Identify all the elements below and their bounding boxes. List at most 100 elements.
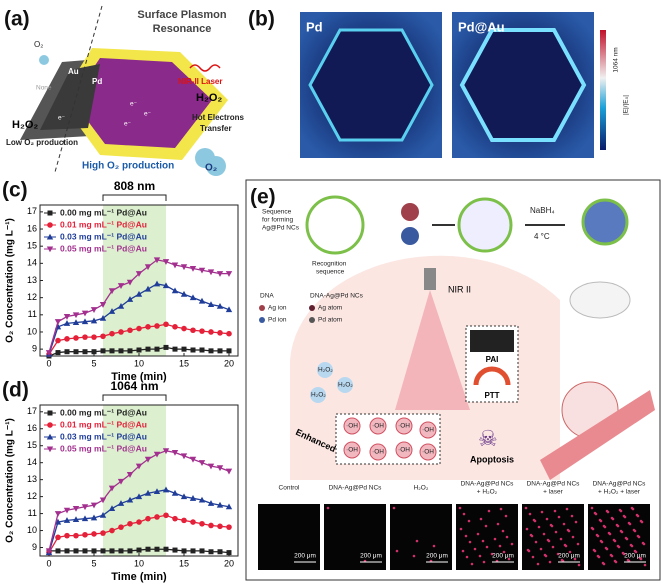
legend-entry: Pd ion	[268, 317, 287, 324]
electron: e⁻	[130, 101, 138, 108]
marker	[144, 456, 152, 463]
signal-dot	[461, 549, 465, 553]
marker	[91, 531, 97, 537]
marker	[136, 347, 142, 353]
signal-dot	[590, 506, 594, 510]
signal-dot	[601, 561, 605, 565]
marker	[199, 548, 205, 554]
signal-dot	[635, 513, 639, 517]
marker	[109, 348, 115, 354]
signal-dot	[326, 506, 330, 510]
label: 4 °C	[534, 232, 550, 241]
y-tick-label: 12	[27, 292, 37, 302]
legend-entry: Ag ion	[268, 305, 287, 312]
marker	[82, 548, 88, 554]
signal-dot	[605, 509, 609, 513]
colorbar	[600, 30, 606, 150]
signal-dot	[510, 542, 514, 546]
signal-dot	[563, 543, 567, 547]
label: ·OH	[398, 423, 410, 430]
marker	[108, 505, 116, 511]
signal-dot	[627, 521, 631, 525]
marker	[144, 264, 152, 271]
h2o2-bubble	[317, 362, 333, 378]
marker	[100, 348, 106, 354]
legend-label: 0.03 mg mL⁻¹ Pd@Au	[60, 231, 147, 241]
marker	[181, 346, 187, 352]
marker	[226, 330, 232, 337]
signal-dot	[462, 512, 466, 516]
signal-dot	[615, 523, 619, 527]
marker	[99, 302, 107, 308]
x-tick-label: 20	[224, 558, 234, 568]
signal-dot	[484, 524, 488, 528]
signal-dot	[562, 522, 566, 526]
marker	[171, 489, 179, 496]
marker	[216, 302, 224, 309]
label: H₂O₂	[318, 367, 333, 374]
signal-dot	[593, 511, 597, 515]
label: Au	[68, 67, 79, 76]
marker	[172, 547, 178, 553]
signal-dot	[545, 517, 549, 521]
skull-icon: ☠	[478, 426, 498, 451]
group-label: H₂O₂	[414, 485, 429, 492]
marker	[90, 307, 98, 313]
marker	[126, 296, 134, 302]
signal-dot	[570, 514, 574, 518]
legend-entry: Pd atom	[318, 317, 342, 324]
micrograph	[324, 504, 386, 570]
micrograph	[258, 504, 320, 570]
signal-dot	[432, 544, 436, 548]
marker	[190, 519, 196, 525]
panel-e: (e) Sequence for forming Ag@Pd NCs Recog…	[245, 179, 661, 581]
marker	[190, 347, 196, 353]
oh-group: ·OH ·OH ·OH ·OH ·OH ·OH ·OH ·OH	[343, 417, 437, 461]
signal-dot	[566, 528, 570, 532]
marker	[216, 465, 224, 472]
ion	[401, 227, 419, 245]
marker	[90, 317, 98, 324]
title-line: Surface Plasmon	[137, 9, 227, 21]
marker	[82, 531, 88, 538]
scale-label: 200 μm	[294, 553, 316, 560]
signal-dot	[618, 508, 622, 512]
signal-dot	[551, 545, 555, 549]
laser-head	[424, 268, 436, 290]
signal-dot	[395, 549, 399, 553]
signal-dot	[556, 552, 560, 556]
marker	[189, 294, 197, 301]
laser-beam	[395, 290, 470, 410]
label: ·OH	[346, 423, 358, 430]
signal-dot	[487, 509, 491, 513]
signal-dot	[536, 562, 540, 566]
legend-label: 0.03 mg mL⁻¹ Pd@Au	[60, 431, 147, 441]
marker	[73, 349, 79, 355]
label: ·OH	[422, 427, 434, 434]
legend-label: 0.01 mg mL⁻¹ Pd@Au	[60, 219, 147, 229]
panel-label: (d)	[2, 379, 29, 402]
particle	[459, 28, 587, 142]
signal-dot	[610, 516, 614, 520]
marker	[100, 333, 106, 340]
label: Low O₂ production	[6, 138, 78, 147]
signal-dot	[415, 539, 419, 543]
panel-label: (a)	[4, 8, 30, 31]
x-tick-label: 5	[91, 358, 96, 368]
signal-dot	[496, 522, 500, 526]
signal-dot	[528, 512, 532, 516]
marker	[153, 488, 161, 495]
marker	[100, 548, 106, 554]
marker	[73, 335, 79, 341]
marker	[226, 524, 232, 530]
highlight-band	[103, 205, 166, 356]
bubble	[39, 55, 49, 65]
marker	[81, 310, 89, 317]
group-label: DNA-Ag@Pd NCs	[593, 481, 647, 488]
annotation: 808 nm	[114, 179, 155, 193]
marker	[45, 350, 53, 356]
label: Ag@Pd NCs	[262, 225, 300, 232]
signal-dot	[641, 541, 645, 545]
oh-star	[343, 417, 361, 435]
signal-dot	[574, 520, 578, 524]
